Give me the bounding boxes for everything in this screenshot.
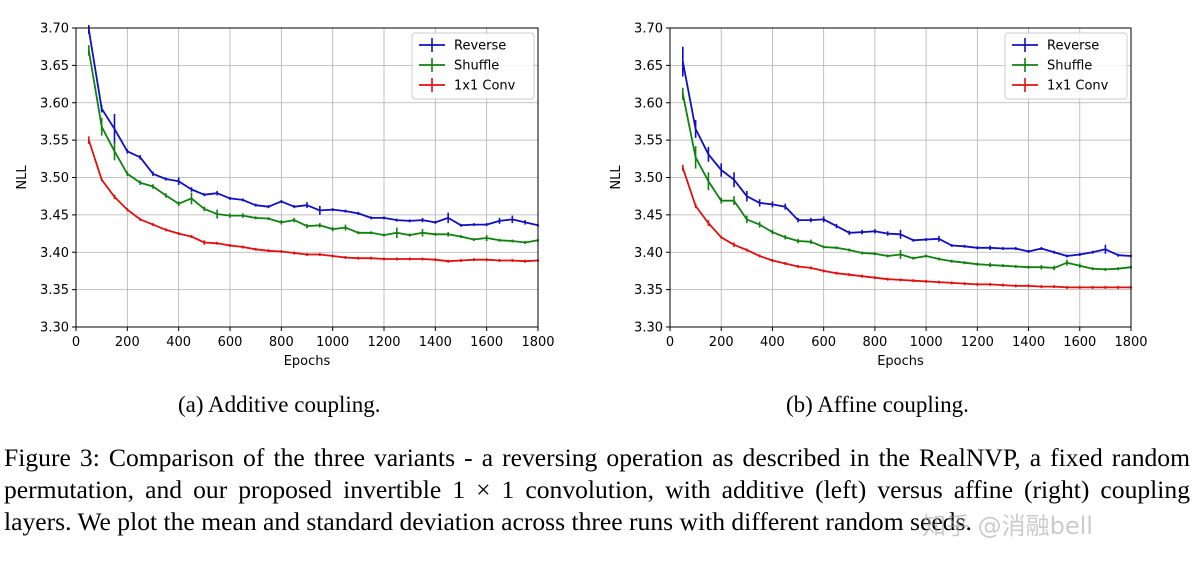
subcaption-additive: (a) Additive coupling. xyxy=(178,392,381,417)
legend-label: Shuffle xyxy=(454,59,499,74)
legend-label: Reverse xyxy=(454,39,506,54)
series-1x1-conv xyxy=(681,164,1132,289)
figure-caption: Figure 3: Comparison of the three varian… xyxy=(4,443,1190,536)
x-tick-label: 1000 xyxy=(910,335,943,350)
legend-item-shuffle: Shuffle xyxy=(419,58,499,74)
x-tick-label: 0 xyxy=(666,335,674,350)
x-tick-label: 1800 xyxy=(1114,335,1147,350)
series-1x1-conv xyxy=(87,136,539,263)
y-tick-label: 3.30 xyxy=(634,321,663,336)
x-tick-label: 400 xyxy=(760,335,785,350)
series-line xyxy=(87,139,539,263)
x-tick-label: 800 xyxy=(269,335,294,350)
series-shuffle xyxy=(681,87,1132,271)
y-tick-label: 3.45 xyxy=(40,208,69,223)
legend-label: Shuffle xyxy=(1047,59,1092,74)
x-tick-label: 1600 xyxy=(470,335,503,350)
series-line xyxy=(87,29,539,227)
chart-panel-additive: 0 200 400 600 800 1000 1200 1400 1600 1800 3.30 3.3… xyxy=(15,22,555,370)
y-tick-label: 3.60 xyxy=(40,96,69,111)
x-tick-label: 1400 xyxy=(1012,335,1045,350)
series-line xyxy=(87,50,539,244)
legend: Reverse Shuffle 1x1 Conv xyxy=(1004,32,1128,100)
x-tick-label: 600 xyxy=(218,335,243,350)
y-axis-label: NLL xyxy=(609,165,624,190)
x-tick-label: 1400 xyxy=(419,335,452,350)
legend-item-1x1-conv: 1x1 Conv xyxy=(1012,78,1109,94)
legend-item-reverse: Reverse xyxy=(1012,38,1099,54)
y-tick-label: 3.55 xyxy=(634,134,663,149)
series-line xyxy=(681,93,1132,271)
legend-item-reverse: Reverse xyxy=(419,38,506,54)
series-line xyxy=(681,61,1132,257)
x-tick-label: 200 xyxy=(115,335,140,350)
chart-panels: 0 200 400 600 800 1000 1200 1400 1600 1800 3.30 3.3… xyxy=(15,22,1148,370)
x-tick-label: 1600 xyxy=(1063,335,1096,350)
y-tick-label: 3.50 xyxy=(40,171,69,186)
legend-label: 1x1 Conv xyxy=(1047,79,1109,94)
y-tick-label: 3.30 xyxy=(40,321,69,336)
x-axis-label: Epochs xyxy=(284,354,331,369)
y-tick-label: 3.55 xyxy=(40,134,69,149)
x-tick-label: 1000 xyxy=(316,335,349,350)
y-tick-label: 3.70 xyxy=(40,22,69,37)
y-tick-label: 3.65 xyxy=(40,59,69,74)
legend-item-1x1-conv: 1x1 Conv xyxy=(419,78,516,94)
x-tick-label: 1200 xyxy=(367,335,400,350)
x-tick-label: 200 xyxy=(709,335,734,350)
y-tick-label: 3.40 xyxy=(40,246,69,261)
legend-label: Reverse xyxy=(1047,39,1099,54)
y-tick-label: 3.65 xyxy=(634,59,663,74)
series-reverse xyxy=(681,46,1132,258)
y-tick-label: 3.35 xyxy=(40,283,69,298)
y-tick-label: 3.70 xyxy=(634,22,663,37)
legend-box xyxy=(411,32,535,100)
series-reverse xyxy=(87,25,539,227)
legend-label: 1x1 Conv xyxy=(454,79,516,94)
legend-item-shuffle: Shuffle xyxy=(1012,58,1092,74)
y-tick-label: 3.35 xyxy=(634,283,663,298)
chart-panel-affine: 0 200 400 600 800 1000 1200 1400 1600 1800 3.30 3.3… xyxy=(609,22,1148,370)
legend: Reverse Shuffle 1x1 Conv xyxy=(411,32,535,100)
y-tick-label: 3.45 xyxy=(634,208,663,223)
x-tick-label: 400 xyxy=(166,335,191,350)
y-tick-label: 3.50 xyxy=(634,171,663,186)
y-tick-label: 3.60 xyxy=(634,96,663,111)
x-axis-label: Epochs xyxy=(877,354,924,369)
subcaption-affine: (b) Affine coupling. xyxy=(786,392,969,417)
x-tick-label: 1800 xyxy=(521,335,554,350)
legend-box xyxy=(1004,32,1128,100)
y-tick-label: 3.40 xyxy=(634,246,663,261)
watermark: 知乎 @消融bell xyxy=(922,512,1093,540)
x-tick-label: 800 xyxy=(862,335,887,350)
x-tick-label: 600 xyxy=(811,335,836,350)
y-axis-label: NLL xyxy=(15,165,30,190)
x-tick-label: 1200 xyxy=(961,335,994,350)
series-shuffle xyxy=(87,45,539,245)
series-line xyxy=(681,167,1131,289)
x-tick-label: 0 xyxy=(72,335,80,350)
